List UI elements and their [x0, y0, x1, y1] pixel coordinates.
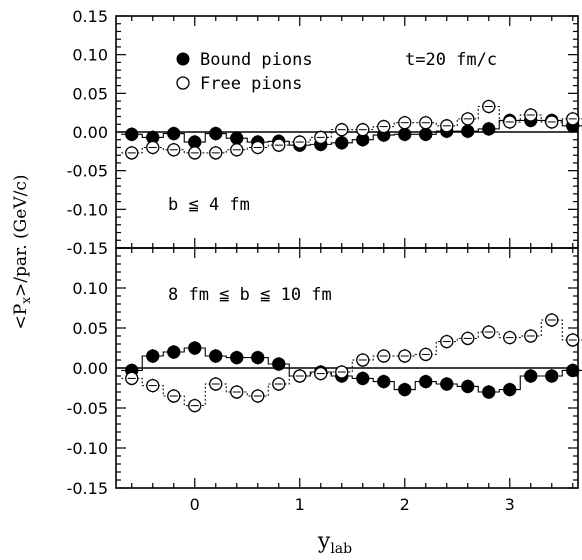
panel-bottom: 0.10 0.05 0.00 -0.05 -0.10 -0.15 0 1 2 3 8 fm ≦ b … [67, 247, 582, 557]
data-point-bound [398, 127, 412, 141]
y-axis-label: <Px>/par. (GeV/c) [11, 175, 33, 330]
legend-label-free: Free pions [200, 74, 302, 94]
data-point-bound [230, 350, 244, 365]
y-tick-label: -0.05 [67, 399, 108, 418]
data-point-bound [146, 349, 160, 363]
y-tick-label: 0.00 [72, 359, 108, 378]
y-axis-label-sub: x [19, 297, 33, 304]
data-point-bound [188, 341, 202, 355]
legend-label-bound: Bound pions [200, 50, 313, 70]
x-axis-label-sub: lab [330, 541, 352, 557]
series-line-bound [121, 347, 582, 393]
y-tick-label: 0.05 [72, 84, 108, 103]
annotation-time: t=20 fm/c [405, 50, 497, 70]
data-point-bound [209, 126, 223, 141]
x-tick-label: 2 [400, 495, 410, 514]
data-point-bound [230, 131, 244, 145]
series-line-free [121, 105, 582, 154]
data-point-bound [356, 371, 370, 386]
series-line-free [121, 319, 582, 407]
x-axis-label: ylab [317, 529, 352, 557]
data-point-bound [125, 127, 139, 141]
y-tick-label: 0.10 [72, 279, 108, 298]
data-point-bound [251, 350, 265, 365]
data-point-bound [209, 349, 223, 363]
x-tick-label: 1 [295, 495, 305, 514]
y-tick-label: 0.00 [72, 123, 108, 142]
data-point-bound [545, 369, 559, 383]
data-point-bound [419, 127, 433, 141]
data-point-bound [482, 385, 496, 399]
data-point-bound [167, 345, 181, 359]
y-tick-label: -0.05 [67, 162, 108, 181]
annotation-impact-parameter: 8 fm ≦ b ≦ 10 fm [168, 285, 332, 305]
x-tick-label: 0 [190, 495, 200, 514]
y-tick-label: 0.10 [72, 46, 108, 65]
data-point-bound [419, 374, 433, 389]
y-tick-label: 0.05 [72, 319, 108, 338]
x-axis-label-main: y [317, 529, 331, 554]
y-tick-label: -0.10 [67, 200, 108, 219]
y-tick-label: 0.15 [72, 7, 108, 26]
legend-marker-bound [176, 52, 190, 66]
y-tick-label: -0.10 [67, 439, 108, 458]
data-point-bound [377, 374, 391, 389]
data-point-bound [335, 136, 349, 150]
data-point-bound [566, 363, 580, 378]
data-point-bound [440, 377, 454, 391]
y-axis-label-tail: >/par. (GeV/c) [11, 175, 31, 298]
y-tick-label: -0.15 [67, 479, 108, 498]
y-axis-label-prefix: <P [11, 304, 31, 330]
data-point-bound [461, 124, 475, 138]
legend-marker-free [176, 76, 190, 90]
data-point-bound [503, 382, 517, 397]
annotation-impact-parameter: b ≦ 4 fm [168, 195, 250, 215]
panel-top: 0.15 0.10 0.05 0.00 -0.05 -0.10 -0.15 Bound pio… [67, 7, 582, 258]
data-point-bound [524, 369, 538, 383]
y-tick-label: -0.15 [67, 239, 108, 258]
x-tick-label: 3 [505, 495, 515, 514]
data-point-bound [272, 357, 286, 371]
data-point-bound [482, 122, 496, 136]
data-point-bound [167, 126, 181, 141]
data-point-bound [461, 379, 475, 394]
data-point-bound [398, 382, 412, 397]
